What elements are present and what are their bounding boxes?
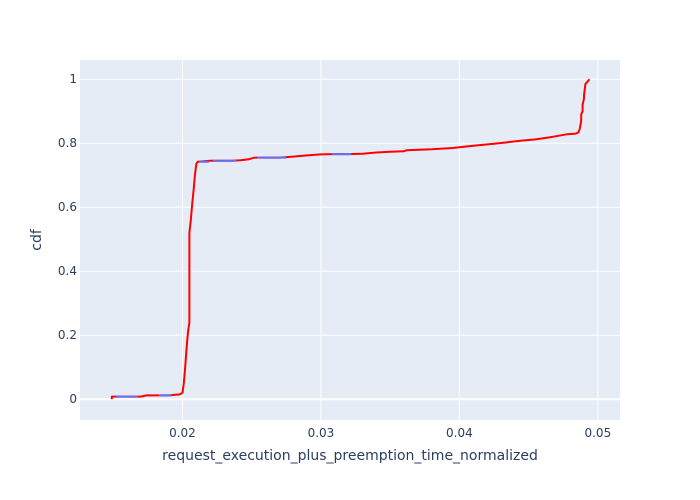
y-tick-label: 0.2 (58, 328, 77, 342)
series-layer (110, 78, 591, 400)
y-axis-title: cdf (29, 228, 45, 251)
cdf-series-line (110, 78, 591, 400)
x-tick-label: 0.05 (584, 426, 611, 440)
grid-lines (80, 60, 620, 420)
y-tick-label: 0.6 (58, 200, 77, 214)
y-axis-ticks: 0 0.2 0.4 0.6 0.8 1 (58, 72, 77, 406)
x-axis-ticks: 0.02 0.03 0.04 0.05 (169, 426, 611, 440)
x-tick-label: 0.03 (308, 426, 335, 440)
x-tick-label: 0.04 (446, 426, 473, 440)
y-tick-label: 0.8 (58, 136, 77, 150)
plot-area (80, 60, 620, 420)
y-tick-label: 0.4 (58, 264, 77, 278)
y-tick-label: 0 (69, 392, 77, 406)
x-tick-label: 0.02 (169, 426, 196, 440)
y-tick-label: 1 (69, 72, 77, 86)
x-axis-title: request_execution_plus_preemption_time_n… (162, 448, 538, 464)
